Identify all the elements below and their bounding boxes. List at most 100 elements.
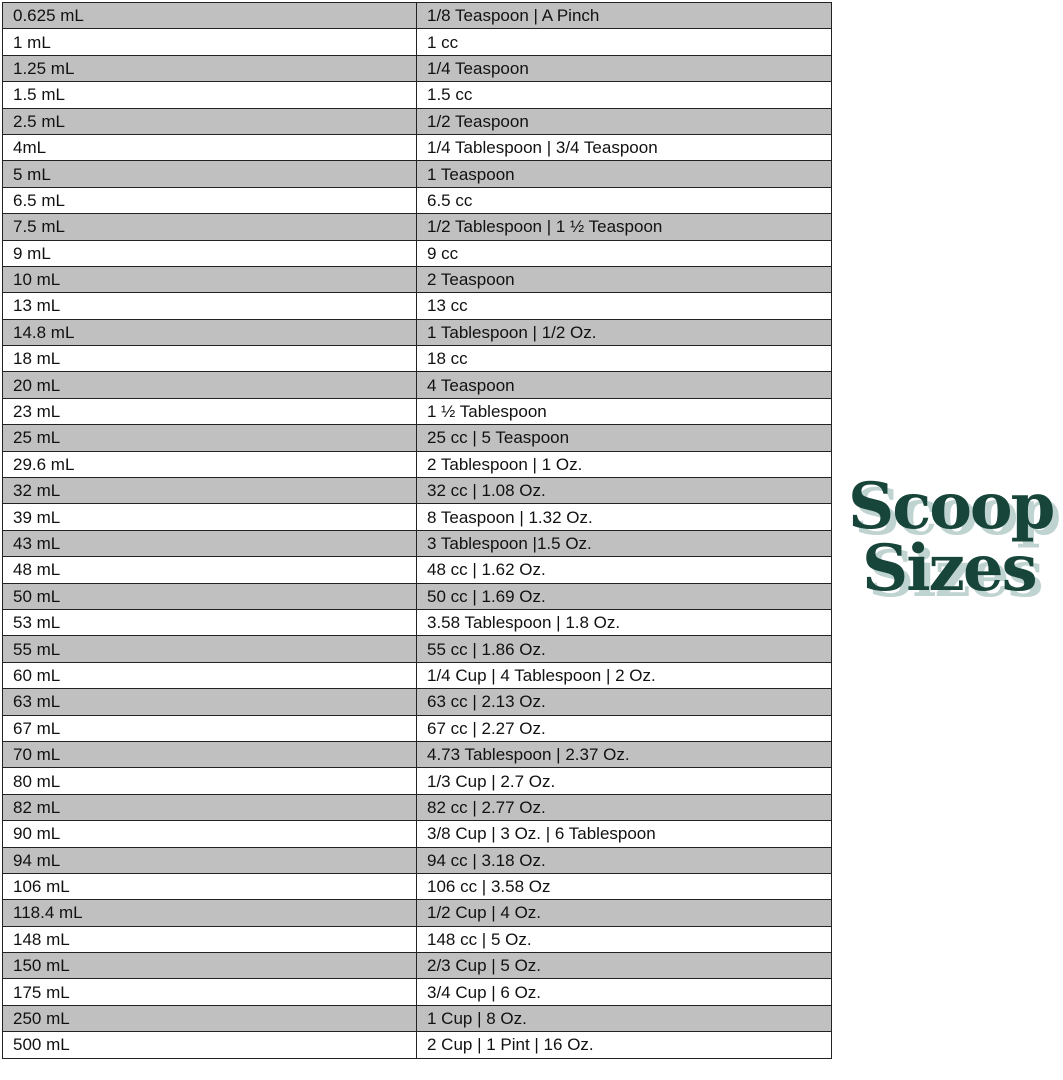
volume-cell: 48 mL [2,556,417,584]
equivalent-cell: 8 Teaspoon | 1.32 Oz. [416,503,832,531]
volume-cell: 80 mL [2,767,417,795]
volume-cell: 1.5 mL [2,81,417,109]
table-row: 32 mL 32 cc | 1.08 Oz. [2,477,832,505]
table-row: 1 mL 1 cc [2,28,832,56]
table-row: 48 mL 48 cc | 1.62 Oz. [2,556,832,584]
volume-cell: 2.5 mL [2,107,417,135]
table-row: 9 mL 9 cc [2,239,832,267]
volume-cell: 29.6 mL [2,450,417,479]
equivalent-cell: 50 cc | 1.69 Oz. [416,582,832,610]
volume-cell: 25 mL [2,424,417,452]
equivalent-cell: 106 cc | 3.58 Oz [416,872,832,901]
table-row: 148 mL 148 cc | 5 Oz. [2,925,832,954]
equivalent-cell: 3 Tablespoon |1.5 Oz. [416,529,832,558]
equivalent-cell: 2/3 Cup | 5 Oz. [416,952,832,980]
table-row: 106 mL 106 cc | 3.58 Oz [2,872,832,901]
equivalent-cell: 1.5 cc [416,81,832,109]
equivalent-cell: 2 Cup | 1 Pint | 16 Oz. [416,1031,832,1059]
scoop-sizes-logo: Scoop Sizes [846,474,1060,610]
volume-cell: 20 mL [2,371,417,399]
table-row: 14.8 mL 1 Tablespoon | 1/2 Oz. [2,318,832,347]
equivalent-cell: 94 cc | 3.18 Oz. [416,846,832,874]
table-row: 25 mL 25 cc | 5 Teaspoon [2,424,832,452]
table-row: 82 mL 82 cc | 2.77 Oz. [2,793,832,822]
scoop-size-table: 0.625 mL 1/8 Teaspoon | A Pinch 1 mL 1 cc 1.… [2,1,832,1059]
volume-cell: 150 mL [2,952,417,980]
volume-cell: 55 mL [2,635,417,663]
volume-cell: 50 mL [2,582,417,610]
table-row: 150 mL 2/3 Cup | 5 Oz. [2,952,832,980]
equivalent-cell: 67 cc | 2.27 Oz. [416,714,832,742]
table-row: 0.625 mL 1/8 Teaspoon | A Pinch [2,1,832,30]
table-row: 67 mL 67 cc | 2.27 Oz. [2,714,832,742]
equivalent-cell: 1/2 Cup | 4 Oz. [416,899,832,927]
table-row: 1.25 mL 1/4 Teaspoon [2,54,832,83]
volume-cell: 43 mL [2,529,417,558]
volume-cell: 14.8 mL [2,318,417,347]
volume-cell: 39 mL [2,503,417,531]
equivalent-cell: 1/3 Cup | 2.7 Oz. [416,767,832,795]
table-row: 55 mL 55 cc | 1.86 Oz. [2,635,832,663]
equivalent-cell: 18 cc [416,345,832,373]
table-row: 175 mL 3/4 Cup | 6 Oz. [2,978,832,1006]
table-row: 29.6 mL 2 Tablespoon | 1 Oz. [2,450,832,479]
volume-cell: 60 mL [2,661,417,690]
volume-cell: 148 mL [2,925,417,954]
volume-cell: 4mL [2,133,417,162]
table-row: 10 mL 2 Teaspoon [2,265,832,294]
volume-cell: 1 mL [2,28,417,56]
volume-cell: 67 mL [2,714,417,742]
equivalent-cell: 1 Cup | 8 Oz. [416,1004,832,1033]
volume-cell: 70 mL [2,740,417,769]
equivalent-cell: 4 Teaspoon [416,371,832,399]
equivalent-cell: 1/2 Tablespoon | 1 ½ Teaspoon [416,213,832,241]
table-row: 4mL 1/4 Tablespoon | 3/4 Teaspoon [2,133,832,162]
equivalent-cell: 2 Tablespoon | 1 Oz. [416,450,832,479]
volume-cell: 94 mL [2,846,417,874]
volume-cell: 500 mL [2,1031,417,1059]
equivalent-cell: 1 Tablespoon | 1/2 Oz. [416,318,832,347]
equivalent-cell: 1 Teaspoon [416,160,832,188]
volume-cell: 0.625 mL [2,1,417,30]
equivalent-cell: 32 cc | 1.08 Oz. [416,477,832,505]
equivalent-cell: 1 ½ Tablespoon [416,397,832,426]
table-row: 1.5 mL 1.5 cc [2,81,832,109]
table-row: 13 mL 13 cc [2,292,832,320]
table-row: 2.5 mL 1/2 Teaspoon [2,107,832,135]
volume-cell: 7.5 mL [2,213,417,241]
table-row: 50 mL 50 cc | 1.69 Oz. [2,582,832,610]
equivalent-cell: 48 cc | 1.62 Oz. [416,556,832,584]
table-row: 118.4 mL 1/2 Cup | 4 Oz. [2,899,832,927]
volume-cell: 90 mL [2,820,417,848]
equivalent-cell: 1/2 Teaspoon [416,107,832,135]
table-row: 500 mL 2 Cup | 1 Pint | 16 Oz. [2,1031,832,1059]
equivalent-cell: 4.73 Tablespoon | 2.37 Oz. [416,740,832,769]
equivalent-cell: 3/4 Cup | 6 Oz. [416,978,832,1006]
volume-cell: 63 mL [2,688,417,716]
table-row: 94 mL 94 cc | 3.18 Oz. [2,846,832,874]
table-row: 39 mL 8 Teaspoon | 1.32 Oz. [2,503,832,531]
table-row: 250 mL 1 Cup | 8 Oz. [2,1004,832,1033]
volume-cell: 18 mL [2,345,417,373]
volume-cell: 9 mL [2,239,417,267]
equivalent-cell: 63 cc | 2.13 Oz. [416,688,832,716]
volume-cell: 250 mL [2,1004,417,1033]
table-row: 18 mL 18 cc [2,345,832,373]
equivalent-cell: 148 cc | 5 Oz. [416,925,832,954]
equivalent-cell: 1/4 Teaspoon [416,54,832,83]
table-row: 53 mL 3.58 Tablespoon | 1.8 Oz. [2,608,832,637]
equivalent-cell: 9 cc [416,239,832,267]
volume-cell: 23 mL [2,397,417,426]
equivalent-cell: 1/8 Teaspoon | A Pinch [416,1,832,30]
equivalent-cell: 82 cc | 2.77 Oz. [416,793,832,822]
table-row: 43 mL 3 Tablespoon |1.5 Oz. [2,529,832,558]
table-body: 0.625 mL 1/8 Teaspoon | A Pinch 1 mL 1 cc 1.… [2,1,832,1059]
table-row: 23 mL 1 ½ Tablespoon [2,397,832,426]
volume-cell: 32 mL [2,477,417,505]
equivalent-cell: 2 Teaspoon [416,265,832,294]
table-row: 6.5 mL 6.5 cc [2,186,832,215]
table-row: 20 mL 4 Teaspoon [2,371,832,399]
equivalent-cell: 25 cc | 5 Teaspoon [416,424,832,452]
table-row: 90 mL 3/8 Cup | 3 Oz. | 6 Tablespoon [2,820,832,848]
equivalent-cell: 1 cc [416,28,832,56]
